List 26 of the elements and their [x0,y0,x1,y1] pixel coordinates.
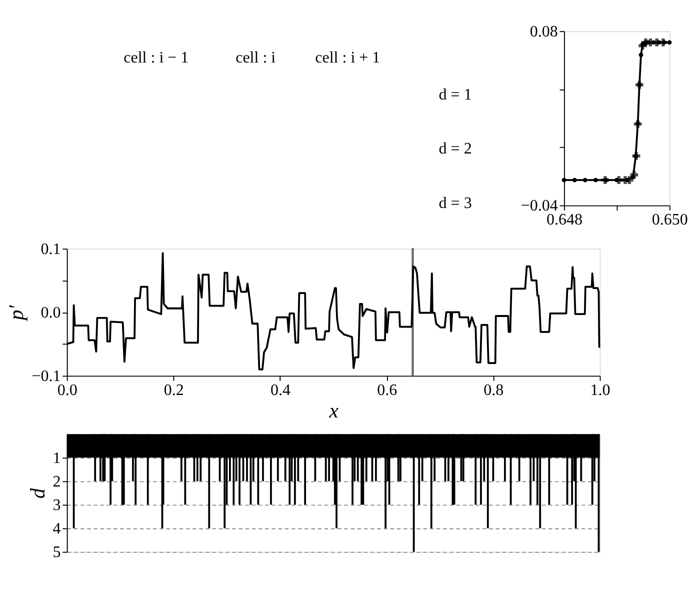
text: d = 3 [438,195,472,212]
y-tick-label: −0.1 [32,368,61,385]
y-tick-label: 5 [52,544,61,561]
y-tick-label: 0.08 [530,23,558,40]
y-tick-label: 3 [52,496,61,514]
y-axis-title: d [27,488,50,499]
x-tick-label: 0.4 [270,382,290,400]
y-tick-label: −0.04 [520,197,558,214]
y-tick-label: 1 [52,450,61,467]
text: d = 1 [438,86,472,104]
y-tick-label: 4 [52,520,61,538]
x-tick-label: 0.650 [652,212,688,229]
y-axis-title: p′ [6,304,28,322]
x-tick-label: 0.648 [546,212,582,229]
y-tick-label: 0.0 [40,304,61,322]
y-tick-label: 0.1 [40,240,61,258]
text: cell : i + 1 [315,50,380,67]
text: d = 2 [438,140,472,158]
x-tick-label: 0.2 [164,382,184,400]
text: cell : i [236,50,276,67]
x-tick-label: 0.6 [377,382,398,400]
x-axis-title: x [328,400,340,423]
x-tick-label: 1.0 [590,382,610,400]
y-tick-label: 2 [52,473,61,490]
text: cell : i − 1 [124,50,189,67]
x-tick-label: 0.8 [484,382,504,400]
